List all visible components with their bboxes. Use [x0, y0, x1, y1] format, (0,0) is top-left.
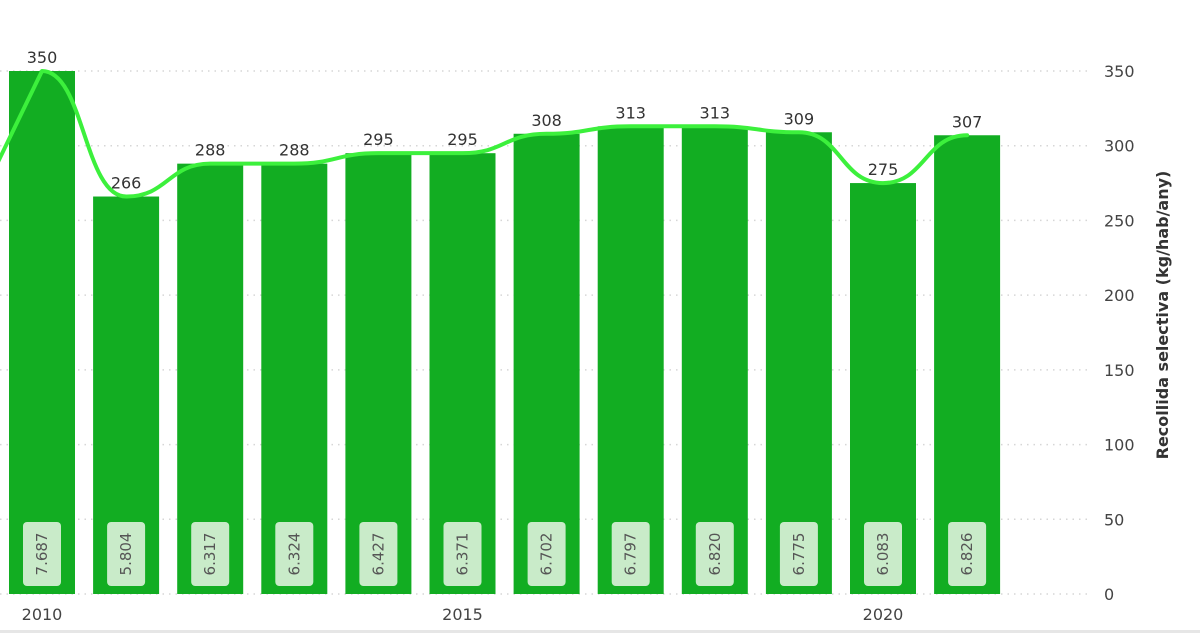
bar-inner-label-box	[527, 522, 566, 586]
bar-inner-label: 6.371	[454, 533, 472, 576]
bar	[513, 133, 580, 594]
value-labels: 350 266 288 288 295 295 308 313 313 309 275 307	[27, 48, 983, 193]
bar-inner-label-box	[191, 522, 230, 586]
bar-inner-label-box	[864, 522, 902, 586]
bar-value-label: 309	[784, 109, 815, 128]
bar-value-label: 266	[111, 174, 142, 193]
bar-value-label: 307	[952, 112, 983, 131]
x-tick-label: 2010	[22, 605, 63, 624]
bar-value-label: 313	[615, 103, 646, 122]
bar-inner-label-box	[779, 522, 818, 586]
trend-line-path	[0, 69, 970, 199]
x-tick-label: 2015	[442, 605, 483, 624]
x-tick-label: 2020	[863, 605, 904, 624]
bar	[345, 153, 412, 594]
bar-inner-label: 6.324	[285, 533, 303, 576]
bar	[429, 153, 496, 594]
bar	[681, 126, 748, 594]
bar	[597, 126, 664, 594]
bar-value-label: 295	[447, 130, 478, 149]
y-tick-label: 50	[1104, 510, 1124, 529]
bottom-rule	[0, 630, 1200, 633]
bar-inner-label-box	[611, 522, 650, 586]
bar-inner-label-box	[359, 522, 398, 586]
bar-inner-label: 6.826	[958, 533, 976, 576]
y-tick-label: 200	[1104, 286, 1135, 305]
y-tick-label: 250	[1104, 211, 1135, 230]
bar	[934, 135, 1001, 595]
y-tick-label: 100	[1104, 436, 1135, 455]
bar-inner-label-box	[948, 522, 987, 586]
bar-inner-label: 6.775	[790, 533, 808, 576]
bar-inner-label-box	[23, 522, 61, 586]
bar-inner-label: 5.804	[117, 533, 135, 576]
bar-value-label: 313	[700, 103, 731, 122]
bar-inner-label: 6.317	[201, 533, 219, 576]
bar-inner-label-box	[107, 522, 146, 586]
bar-inner-label-box	[695, 522, 734, 586]
y-axis: 0 50 100 150 200 250 300 350	[1104, 62, 1135, 604]
bar-value-label: 295	[363, 130, 394, 149]
bar-inner-label: 6.702	[538, 533, 556, 576]
trend-line	[0, 69, 970, 199]
y-tick-label: 150	[1104, 361, 1135, 380]
bar	[765, 132, 832, 594]
bar-inner-label: 6.797	[622, 533, 640, 576]
bar	[9, 71, 75, 594]
y-tick-label: 300	[1104, 137, 1135, 156]
bar-inner-label: 6.820	[706, 533, 724, 576]
bar-value-label: 308	[531, 111, 562, 130]
bar-value-label: 350	[27, 48, 58, 67]
bars: 7.687 5.804 6.317 6.324 6.427 6.371 6.702 6.797…	[9, 71, 1001, 595]
bar-value-label: 288	[279, 141, 310, 160]
bar-inner-label: 7.687	[33, 533, 51, 576]
bar-inner-label-box	[443, 522, 482, 586]
bar-value-label: 275	[868, 160, 899, 179]
bar-inner-label: 6.083	[874, 533, 892, 576]
x-axis: 2010 2015 2020	[22, 605, 904, 624]
bar-inner-label-box	[275, 522, 314, 586]
y-tick-label: 350	[1104, 62, 1135, 81]
y-tick-label: 0	[1104, 585, 1114, 604]
bar-value-label: 288	[195, 141, 226, 160]
bar-inner-label: 6.427	[369, 533, 387, 576]
y-axis-title: Recollida selectiva (kg/hab/any)	[1153, 171, 1172, 460]
